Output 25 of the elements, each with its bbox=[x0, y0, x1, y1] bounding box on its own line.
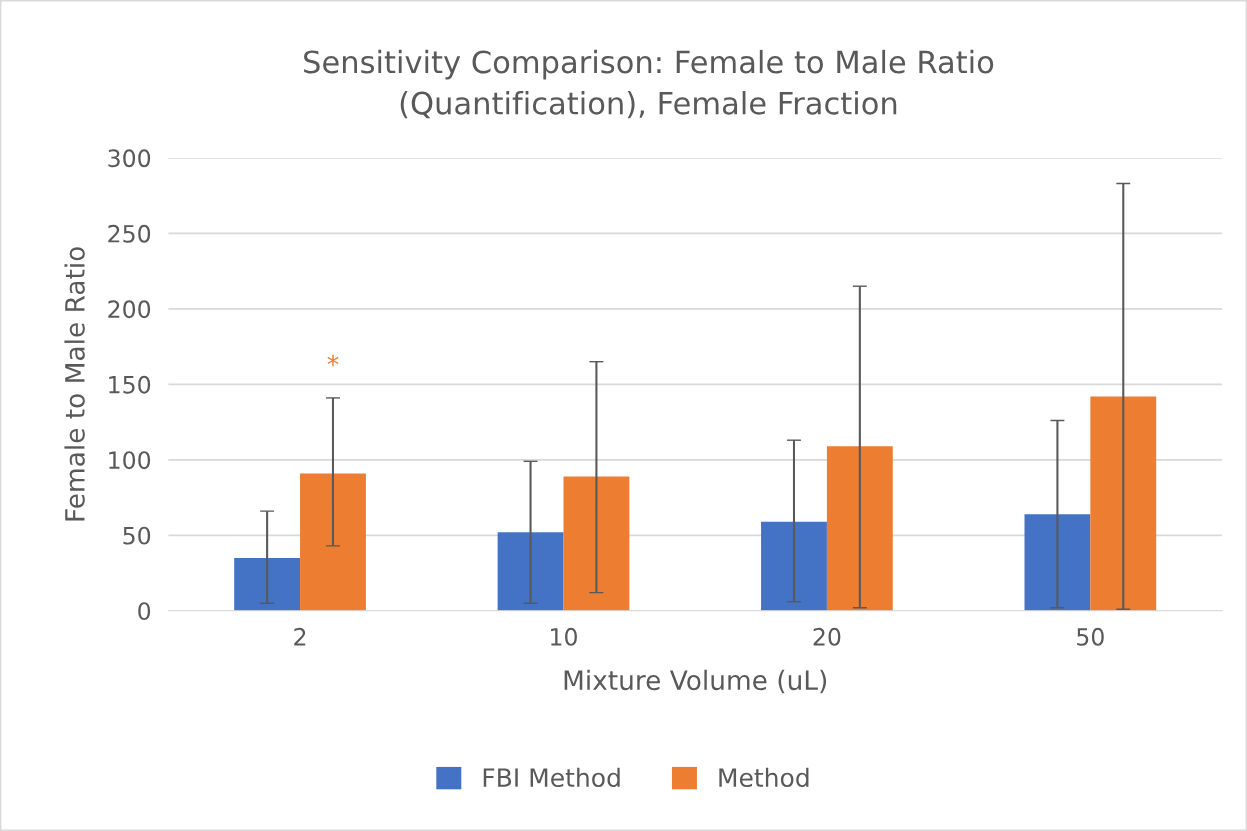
x-tick-label: 20 bbox=[813, 627, 841, 646]
bar bbox=[826, 446, 893, 611]
y-tick-label: 0 bbox=[138, 602, 151, 621]
y-tick-label: 150 bbox=[109, 375, 151, 394]
bar bbox=[563, 476, 630, 611]
x-tick-label: 2 bbox=[294, 627, 306, 646]
bar bbox=[1024, 514, 1091, 611]
bar bbox=[497, 532, 564, 611]
y-tick-label: 250 bbox=[108, 224, 151, 243]
x-tick-label: 50 bbox=[1077, 627, 1104, 646]
y-tick-label: 100 bbox=[109, 451, 151, 470]
y-tick-label: 50 bbox=[123, 526, 151, 545]
x-axis-title: Mixture Volume (uL) bbox=[564, 669, 827, 694]
y-tick-label: 300 bbox=[108, 149, 151, 168]
bar bbox=[1090, 396, 1157, 611]
bar bbox=[234, 557, 301, 611]
annotation: * bbox=[327, 354, 339, 367]
x-tick-label: 10 bbox=[551, 627, 577, 646]
y-axis-title: Female to Male Ratio bbox=[64, 247, 85, 521]
legend-label: FBI Method bbox=[483, 767, 620, 788]
chart-title: Sensitivity Comparison: Female to Male Ratio (Quantification), Female Fraction bbox=[304, 49, 994, 119]
bar bbox=[300, 473, 366, 611]
bar bbox=[761, 521, 827, 611]
y-tick-label: 200 bbox=[108, 300, 151, 319]
legend-label: Method bbox=[719, 767, 809, 788]
